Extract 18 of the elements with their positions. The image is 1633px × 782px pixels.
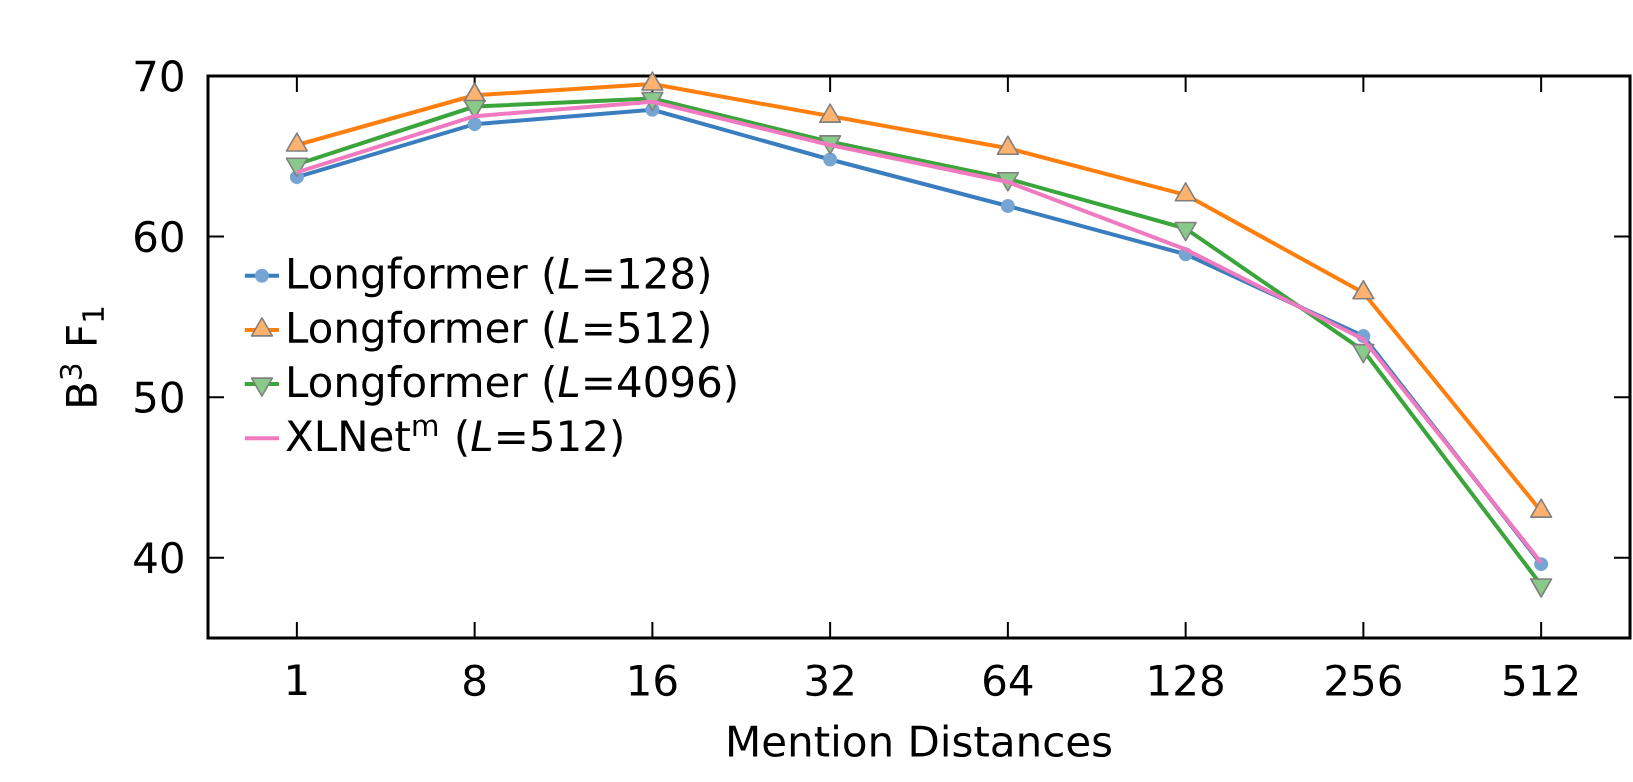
x-tick-label: 64 — [984, 664, 1033, 697]
y-tick-label: 40 — [134, 541, 183, 574]
x-axis-title: Mention Distances — [729, 724, 1111, 758]
y-tick-label: 60 — [135, 220, 183, 253]
x-tick-label: 8 — [464, 664, 486, 697]
x-tick-label: 256 — [1326, 664, 1401, 697]
x-tick-label: 1 — [288, 664, 307, 696]
legend-label: Longformer (L=4096) — [289, 365, 736, 406]
legend-label: Longformer (L=128) — [289, 256, 709, 298]
x-tick-label: 128 — [1150, 664, 1223, 697]
y-tick-label: 50 — [135, 381, 183, 414]
legend-label: Longformer (L=512) — [289, 310, 709, 352]
x-tick-label: 32 — [806, 664, 853, 697]
y-tick-label: 70 — [135, 60, 183, 92]
x-tick-label: 512 — [1504, 664, 1577, 697]
x-tick-label: 16 — [630, 664, 677, 697]
y-axis-title: B$^{3}$ F$_{1}$ — [59, 307, 104, 406]
legend-label: XLNet$^{m}$ (L=512) — [286, 419, 622, 457]
